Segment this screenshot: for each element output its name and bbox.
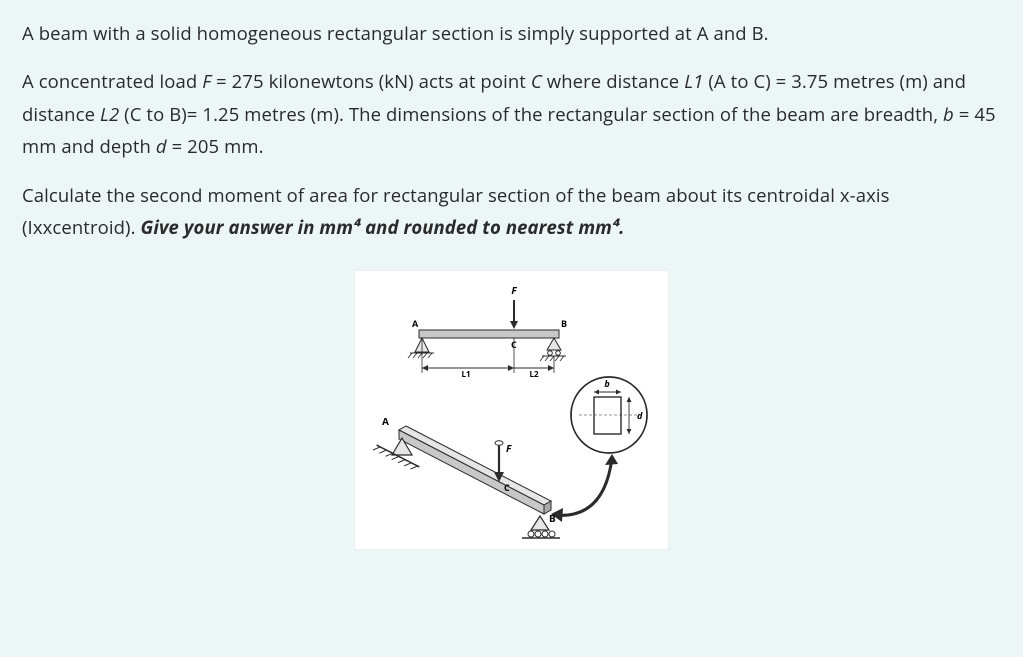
label-A3d: A — [382, 414, 389, 428]
diagram-svg: F A B C L1 L2 — [354, 270, 669, 550]
label-B3d: B — [549, 511, 556, 525]
var-L1: L1 — [684, 69, 703, 94]
label-section-b: b — [604, 377, 609, 390]
var-d: d — [156, 134, 167, 159]
detail-pointer — [554, 458, 612, 515]
figure-container: F A B C L1 L2 — [22, 270, 1001, 550]
paragraph-2: A concentrated load F = 275 kilonewtons … — [22, 66, 1001, 163]
label-F3d: F — [506, 441, 512, 455]
text: A beam with a solid homogeneous rectangu… — [22, 21, 769, 46]
var-b: b — [943, 102, 954, 127]
paragraph-1: A beam with a solid homogeneous rectangu… — [22, 18, 1001, 50]
question-page: A beam with a solid homogeneous rectangu… — [0, 0, 1023, 560]
var-L2: L2 — [100, 102, 119, 127]
bold-directive: Give your answer in mm⁴ and rounded to n… — [140, 215, 624, 240]
text: A concentrated load — [22, 69, 202, 94]
beam-2d — [419, 330, 559, 338]
beam-3d: A F C B — [373, 414, 560, 538]
support-b-icon — [547, 338, 561, 350]
label-A: A — [412, 317, 419, 330]
label-L1: L1 — [461, 369, 470, 380]
label-F: F — [511, 283, 517, 297]
text: where distance — [542, 69, 684, 94]
label-C3d: C — [504, 481, 510, 494]
label-L2: L2 — [529, 369, 539, 380]
var-C: C — [531, 69, 542, 94]
text: = 205 mm. — [167, 134, 264, 159]
text: = 275 kilonewtons (kN) acts at point — [211, 69, 531, 94]
label-section-d: d — [637, 409, 643, 422]
beam-diagram: F A B C L1 L2 — [354, 270, 669, 550]
paragraph-3: Calculate the second moment of area for … — [22, 180, 1001, 245]
label-B: B — [561, 317, 567, 330]
text: (C to B)= 1.25 metres (m). The dimension… — [119, 102, 943, 127]
var-F: F — [202, 69, 211, 94]
